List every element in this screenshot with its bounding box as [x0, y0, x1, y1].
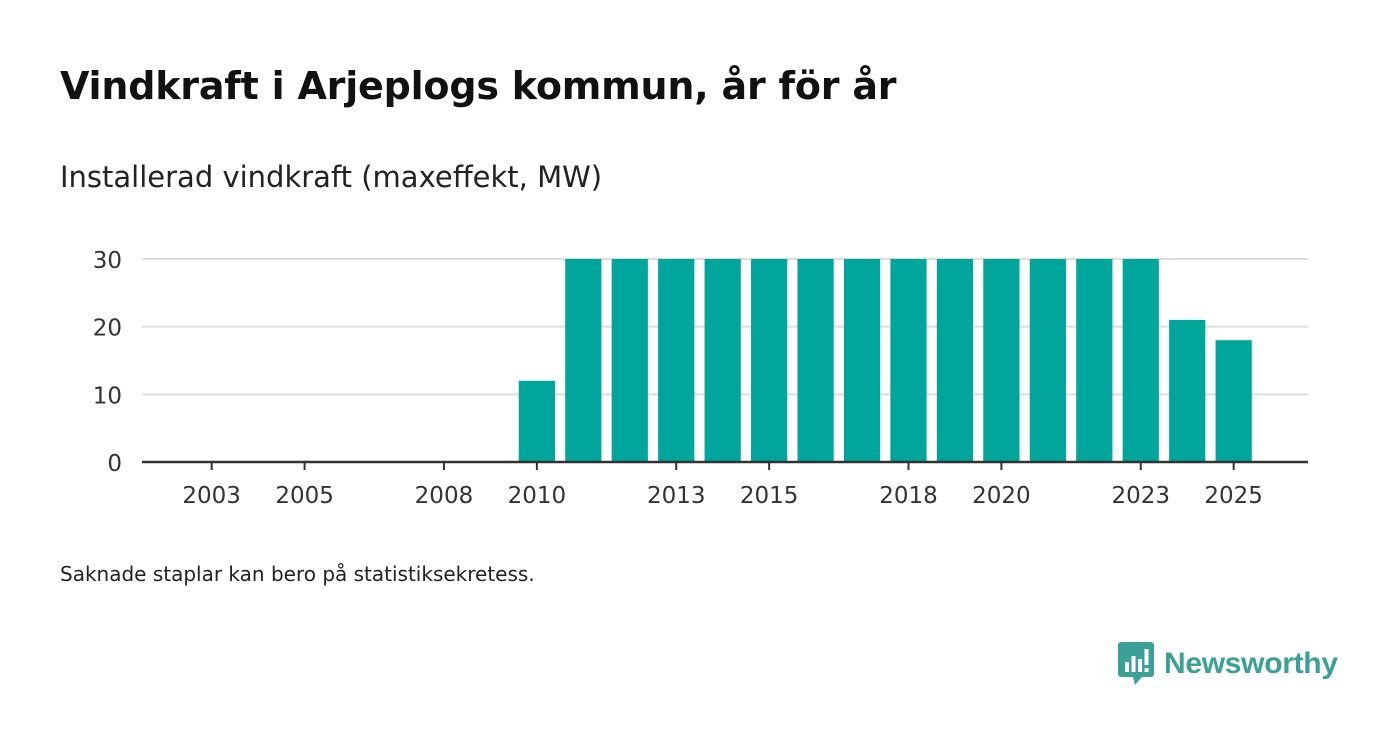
- bar-2024: [1169, 319, 1206, 462]
- bars: [518, 259, 1252, 462]
- y-tick-label: 0: [107, 451, 122, 477]
- bar-2011: [565, 259, 602, 462]
- bar-2015: [751, 259, 788, 462]
- bar-2010: [518, 380, 555, 462]
- bar-2016: [797, 259, 834, 462]
- chart-subtitle: Installerad vindkraft (maxeffekt, MW): [60, 160, 603, 194]
- bar-2018: [890, 259, 927, 462]
- x-tick-label: 2003: [182, 483, 241, 509]
- newsworthy-logo[interactable]: Newsworthy: [1118, 642, 1338, 686]
- bar-2025: [1215, 340, 1252, 462]
- bar-2023: [1122, 259, 1159, 462]
- bar-2020: [983, 259, 1020, 462]
- chart-title: Vindkraft i Arjeplogs kommun, år för år: [60, 64, 897, 108]
- x-tick-label: 2025: [1204, 483, 1263, 509]
- newsworthy-logo-icon: [1118, 642, 1154, 685]
- x-tick-label: 2023: [1111, 483, 1170, 509]
- y-tick-label: 20: [93, 316, 122, 342]
- x-tick-label: 2005: [275, 483, 334, 509]
- bar-2014: [704, 259, 741, 462]
- bar-2017: [843, 259, 881, 462]
- bar-2022: [1076, 259, 1113, 462]
- footnote: Saknade staplar kan bero på statistiksek…: [60, 562, 535, 586]
- brand-name: Newsworthy: [1164, 647, 1338, 680]
- x-tick-label: 2015: [740, 483, 799, 509]
- bar-2013: [658, 259, 695, 462]
- x-tick-label: 2018: [879, 483, 938, 509]
- x-tick-label: 2010: [508, 483, 567, 509]
- bar-2021: [1029, 259, 1066, 462]
- y-tick-label: 10: [93, 383, 122, 409]
- axes: 0 10 20 30 2003 2005 2008 2010 2013 2015 2018 2020 2…: [93, 248, 1308, 509]
- x-tick-label: 2020: [972, 483, 1031, 509]
- bar-2012: [611, 259, 648, 462]
- x-tick-label: 2013: [647, 483, 706, 509]
- x-tick-label: 2008: [415, 483, 474, 509]
- y-tick-label: 30: [93, 248, 122, 274]
- bar-2019: [936, 259, 974, 462]
